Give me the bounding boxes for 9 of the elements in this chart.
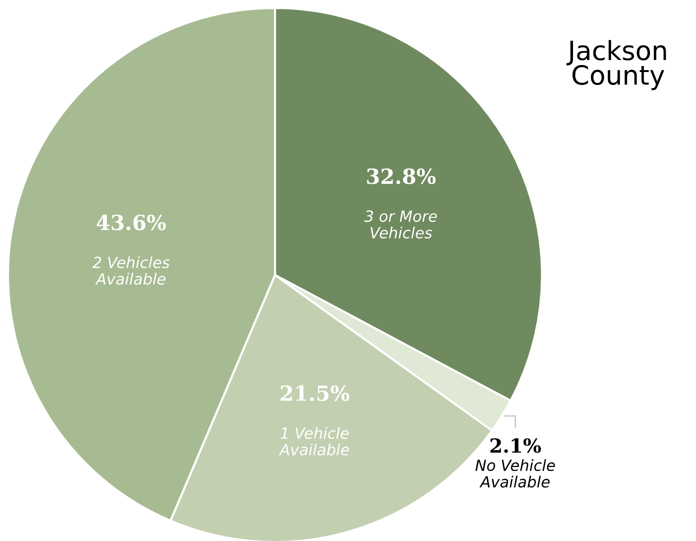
text: Jackson County — [566, 40, 666, 90]
data-label: 43.6% — [96, 214, 166, 230]
data-label: 32.8% — [367, 168, 436, 184]
slice-label: No Vehicle Available — [475, 459, 555, 488]
slice-label: 3 or More Vehicles — [364, 210, 437, 238]
slice-label: 1 Vehicle Available — [278, 427, 349, 456]
slice-label: 2 Vehicles Available — [92, 256, 170, 285]
data-label: 21.5% — [280, 385, 350, 402]
data-label: 2.1% — [490, 438, 541, 453]
